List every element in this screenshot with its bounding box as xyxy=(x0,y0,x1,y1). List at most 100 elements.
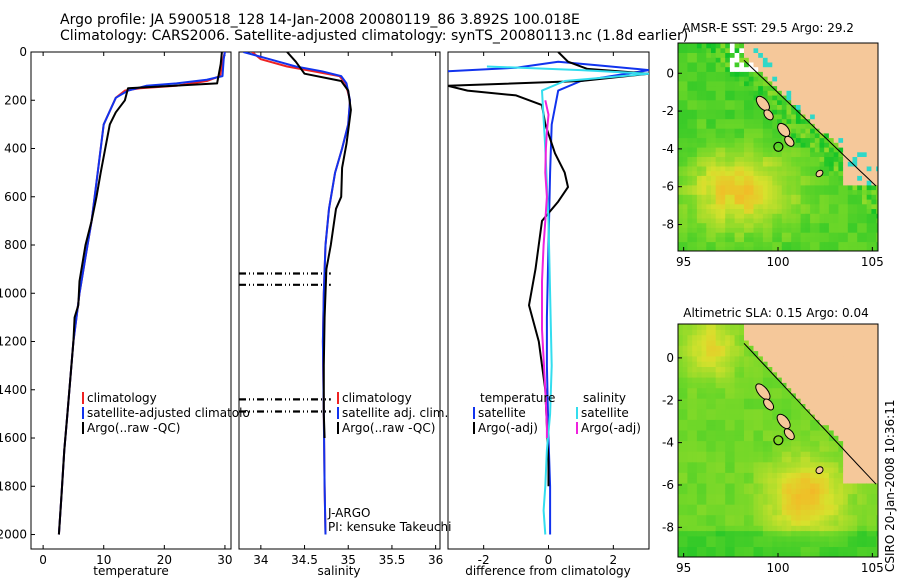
map-cell xyxy=(729,355,736,362)
map-cell xyxy=(833,377,839,383)
map-cell xyxy=(678,334,684,341)
map-cell xyxy=(781,43,788,49)
map-cell xyxy=(748,147,755,153)
map-cell xyxy=(843,371,849,378)
map-cell xyxy=(725,339,731,346)
map-cell xyxy=(876,241,878,247)
map-cell xyxy=(762,246,769,251)
map-cell xyxy=(824,147,830,153)
map-cell xyxy=(758,467,764,473)
map-cell xyxy=(876,66,878,72)
map-cell xyxy=(772,222,778,228)
map-cell xyxy=(857,104,863,110)
map-cell xyxy=(678,194,684,200)
map-cell xyxy=(866,123,872,129)
map-cell xyxy=(678,429,684,436)
map-cell xyxy=(734,398,740,404)
map-cell xyxy=(758,514,764,521)
map-cell xyxy=(720,403,726,410)
map-cell xyxy=(734,382,740,389)
map-cell xyxy=(795,241,802,247)
map-cell xyxy=(833,222,839,228)
map-cell xyxy=(772,132,778,139)
map-cell xyxy=(852,472,858,479)
map-cell xyxy=(843,493,849,500)
map-cell xyxy=(758,227,764,233)
map-cell xyxy=(734,403,740,410)
map-cell xyxy=(805,546,811,553)
map-cell xyxy=(696,398,703,404)
map-cell xyxy=(814,514,821,521)
map-cell xyxy=(833,227,839,233)
map-cell xyxy=(748,477,755,484)
map-cell xyxy=(758,461,764,468)
map-cell xyxy=(819,165,825,172)
map-cell xyxy=(824,541,830,547)
map-cell xyxy=(711,509,717,516)
map-cell xyxy=(852,392,858,399)
map-cell xyxy=(777,535,783,542)
map-cell xyxy=(706,451,712,457)
map-cell xyxy=(814,361,821,367)
map-cell xyxy=(678,156,684,162)
map-cell xyxy=(824,472,830,479)
map-cell xyxy=(706,493,712,500)
map-cell xyxy=(682,482,688,489)
map-cell xyxy=(871,147,877,153)
map-cell xyxy=(828,222,835,228)
map-cell xyxy=(805,232,811,238)
map-cell xyxy=(876,398,878,404)
map-cell xyxy=(692,408,698,415)
map-cell xyxy=(720,525,726,532)
map-cell xyxy=(758,128,764,134)
map-cell xyxy=(843,445,849,452)
map-cell xyxy=(687,482,693,489)
map-cell xyxy=(706,161,712,167)
map-cell xyxy=(847,90,854,96)
map-cell xyxy=(687,535,693,542)
map-cell xyxy=(857,339,863,346)
map-cell xyxy=(824,123,830,129)
map-cell xyxy=(682,184,688,191)
map-cell xyxy=(767,355,773,362)
map-cell xyxy=(838,456,844,463)
map-cell xyxy=(876,482,878,489)
map-cell xyxy=(824,350,830,357)
map-cell xyxy=(748,104,755,110)
map-cell xyxy=(819,76,825,82)
map-cell xyxy=(720,551,726,557)
map-cell xyxy=(739,424,745,431)
map-cell xyxy=(814,180,821,186)
map-cell xyxy=(810,208,816,214)
map-cell xyxy=(687,445,693,452)
map-cell xyxy=(711,350,717,357)
map-cell xyxy=(786,217,792,224)
map-cell xyxy=(711,392,717,399)
map-cell xyxy=(682,334,688,341)
map-cell xyxy=(824,339,830,346)
map-cell xyxy=(876,189,878,195)
map-cell xyxy=(814,525,821,532)
legend-title-salinity: salinity xyxy=(583,391,626,405)
map-cell xyxy=(682,118,688,124)
map-cell xyxy=(814,90,821,96)
map-cell xyxy=(711,514,717,521)
map-cell xyxy=(814,184,821,191)
map-cell xyxy=(857,80,863,87)
map-cell xyxy=(805,519,811,526)
map-cell xyxy=(814,104,821,110)
map-cell xyxy=(838,147,844,153)
map-cell xyxy=(701,80,707,87)
map-cell xyxy=(871,329,877,336)
map-cell xyxy=(838,514,844,521)
map-cell xyxy=(772,429,778,436)
map-cell xyxy=(711,142,717,148)
map-cell xyxy=(857,47,863,53)
map-cell xyxy=(729,236,736,243)
map-cell xyxy=(852,525,858,532)
map-cell xyxy=(739,118,745,124)
map-cell xyxy=(706,403,712,410)
map-cell xyxy=(805,95,811,101)
map-cell xyxy=(871,180,877,186)
map-cell xyxy=(847,132,854,139)
